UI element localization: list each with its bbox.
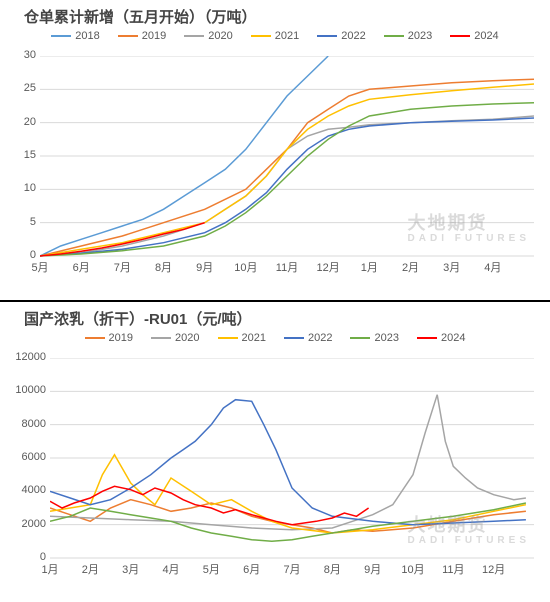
y-axis-label: 4000 (2, 484, 46, 496)
legend-label: 2024 (441, 332, 465, 344)
bottom-chart-title: 国产浓乳（折干）-RU01（元/吨） (24, 308, 252, 329)
y-axis-label: 5 (2, 216, 36, 228)
y-axis-label: 2000 (2, 518, 46, 530)
y-axis-label: 15 (2, 149, 36, 161)
x-axis-label: 3月 (437, 259, 467, 275)
legend-item: 2018 (51, 30, 99, 42)
x-axis-label: 10月 (231, 259, 261, 275)
legend-swatch (417, 337, 437, 339)
series-line (50, 503, 526, 541)
legend-label: 2019 (109, 332, 133, 344)
legend-swatch (85, 337, 105, 339)
legend-swatch (118, 35, 138, 37)
x-axis-label: 7月 (107, 259, 137, 275)
series-line (50, 395, 526, 530)
x-axis-label: 2月 (75, 561, 105, 577)
legend-label: 2021 (242, 332, 266, 344)
x-axis-label: 8月 (317, 561, 347, 577)
legend-item: 2021 (251, 30, 299, 42)
x-axis-label: 9月 (358, 561, 388, 577)
x-axis-label: 6月 (66, 259, 96, 275)
legend-swatch (218, 337, 238, 339)
top-chart-panel: 仓单累计新增（五月开始）（万吨） 20182019202020212022202… (0, 0, 550, 300)
series-line (40, 103, 534, 256)
series-line (40, 116, 534, 256)
x-axis-label: 11月 (438, 561, 468, 577)
legend-label: 2024 (474, 30, 498, 42)
legend-swatch (384, 35, 404, 37)
legend-label: 2022 (308, 332, 332, 344)
legend-item: 2021 (218, 332, 266, 344)
x-axis-label: 7月 (277, 561, 307, 577)
legend-label: 2023 (408, 30, 432, 42)
y-axis-label: 8000 (2, 418, 46, 430)
legend-swatch (350, 337, 370, 339)
top-chart-plot: 0510152025305月6月7月8月9月10月11月12月1月2月3月4月 (40, 56, 534, 276)
legend-swatch (317, 35, 337, 37)
legend-swatch (251, 35, 271, 37)
x-axis-label: 3月 (116, 561, 146, 577)
y-axis-label: 10000 (2, 384, 46, 396)
legend-swatch (284, 337, 304, 339)
legend-label: 2023 (374, 332, 398, 344)
chart-svg (40, 56, 534, 276)
y-axis-label: 10 (2, 182, 36, 194)
legend-label: 2020 (175, 332, 199, 344)
legend-item: 2019 (118, 30, 166, 42)
legend-label: 2019 (142, 30, 166, 42)
legend-swatch (184, 35, 204, 37)
y-axis-label: 20 (2, 116, 36, 128)
x-axis-label: 8月 (149, 259, 179, 275)
legend-item: 2024 (417, 332, 465, 344)
legend-item: 2023 (384, 30, 432, 42)
y-axis-label: 6000 (2, 451, 46, 463)
x-axis-label: 5月 (196, 561, 226, 577)
x-axis-label: 5月 (25, 259, 55, 275)
x-axis-label: 2月 (396, 259, 426, 275)
x-axis-label: 1月 (354, 259, 384, 275)
x-axis-label: 4月 (478, 259, 508, 275)
series-line (50, 400, 526, 525)
top-chart-legend: 2018 2019 2020 2021 2022 2023 2024 (20, 30, 530, 42)
series-line (40, 118, 534, 256)
x-axis-label: 11月 (272, 259, 302, 275)
legend-swatch (51, 35, 71, 37)
legend-label: 2021 (275, 30, 299, 42)
legend-item: 2020 (151, 332, 199, 344)
bottom-chart-legend: 2019 2020 2021 2022 2023 2024 (20, 332, 530, 344)
legend-item: 2022 (317, 30, 365, 42)
legend-item: 2024 (450, 30, 498, 42)
x-axis-label: 6月 (237, 561, 267, 577)
x-axis-label: 4月 (156, 561, 186, 577)
legend-label: 2020 (208, 30, 232, 42)
legend-item: 2022 (284, 332, 332, 344)
y-axis-label: 25 (2, 82, 36, 94)
legend-item: 2020 (184, 30, 232, 42)
legend-item: 2023 (350, 332, 398, 344)
legend-label: 2022 (341, 30, 365, 42)
top-chart-title: 仓单累计新增（五月开始）（万吨） (24, 6, 257, 27)
chart-svg (50, 358, 534, 578)
bottom-chart-plot: 0200040006000800010000120001月2月3月4月5月6月7… (50, 358, 534, 578)
legend-swatch (450, 35, 470, 37)
page: 仓单累计新增（五月开始）（万吨） 20182019202020212022202… (0, 0, 550, 602)
x-axis-label: 12月 (313, 259, 343, 275)
x-axis-label: 10月 (398, 561, 428, 577)
legend-swatch (151, 337, 171, 339)
bottom-chart-panel: 国产浓乳（折干）-RU01（元/吨） 201920202021202220232… (0, 302, 550, 602)
legend-label: 2018 (75, 30, 99, 42)
legend-item: 2019 (85, 332, 133, 344)
x-axis-label: 1月 (35, 561, 65, 577)
x-axis-label: 9月 (190, 259, 220, 275)
x-axis-label: 12月 (479, 561, 509, 577)
y-axis-label: 30 (2, 49, 36, 61)
y-axis-label: 12000 (2, 351, 46, 363)
